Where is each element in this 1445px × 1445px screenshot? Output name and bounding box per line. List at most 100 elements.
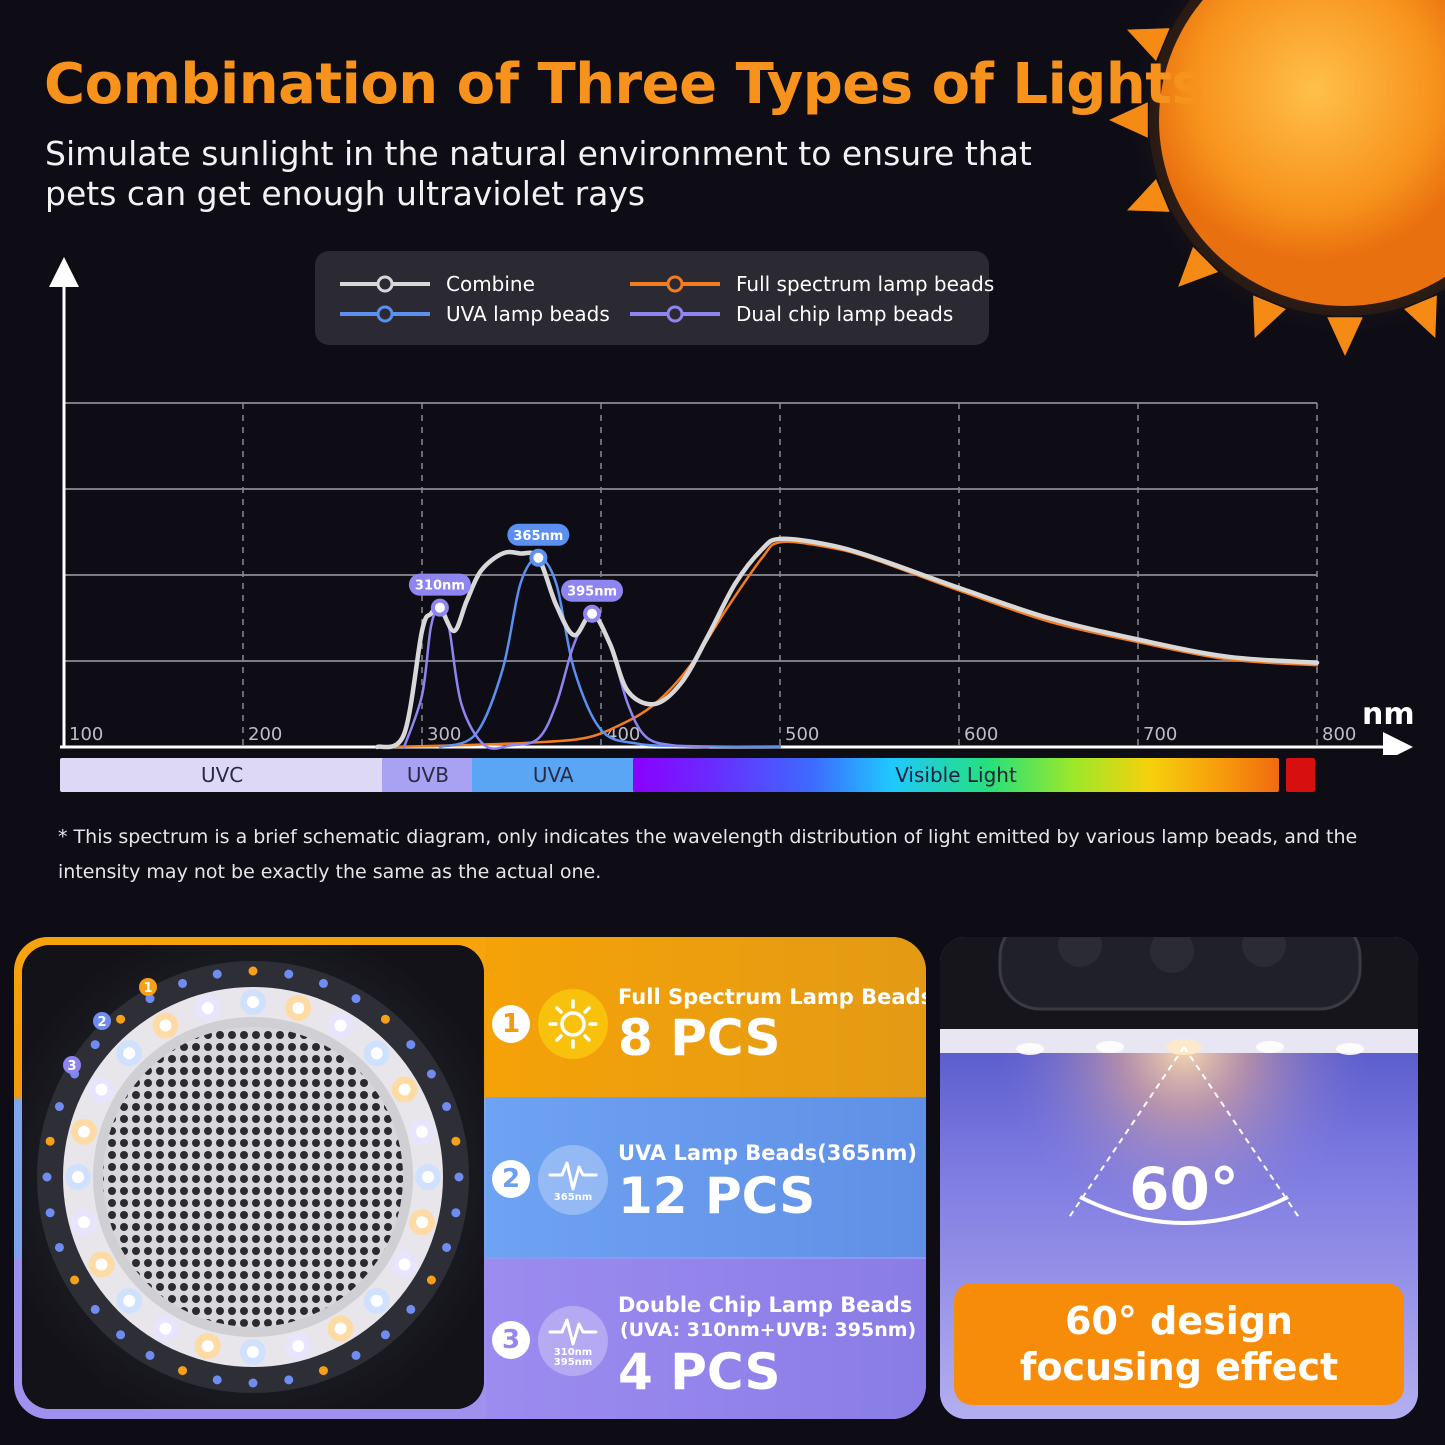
spec-label: Double Chip Lamp Beads xyxy=(618,1293,913,1317)
sun-ray xyxy=(1253,295,1286,339)
ring-led-core xyxy=(416,1125,429,1138)
ring-led-core xyxy=(159,1322,172,1335)
series-line-uva-lamp-beads xyxy=(438,556,782,749)
page-title: Combination of Three Types of Lights xyxy=(44,52,1205,117)
x-tick-label: 700 xyxy=(1143,724,1177,745)
peak-label-pill xyxy=(408,573,471,596)
ring-led-core xyxy=(370,1047,383,1060)
ring-led-core xyxy=(398,1258,411,1271)
peak-label-pill xyxy=(561,579,624,602)
series-line-combine xyxy=(375,536,1320,750)
outer-dot xyxy=(212,969,222,979)
x-tick-label: 200 xyxy=(248,724,282,745)
spectrum-band-bar: UVC UVB UVA Visible Light xyxy=(0,758,1445,798)
ring-led-core xyxy=(292,1001,305,1014)
band-uvb: UVB xyxy=(382,758,474,792)
series-line-full-spectrum-lamp-beads xyxy=(384,540,1319,749)
pulse-icon: 365nm xyxy=(538,1145,608,1215)
ring-led-core xyxy=(77,1125,90,1138)
band-infrared-edge xyxy=(1286,758,1315,792)
spec-number-badge: 1 xyxy=(492,1005,530,1043)
focus-caption-line-1: 60° design xyxy=(1065,1299,1293,1343)
peak-marker xyxy=(583,604,602,623)
ring-led-core xyxy=(201,1340,214,1353)
outer-dot xyxy=(54,1102,64,1112)
spec-count: 12 PCS xyxy=(618,1167,816,1225)
outer-dot xyxy=(90,1304,100,1314)
sun-ray xyxy=(1109,102,1148,138)
sun-ray xyxy=(1404,295,1437,339)
pulse-icon: 310nm 395nm xyxy=(538,1306,608,1376)
beam-angle-label: 60° xyxy=(1129,1155,1239,1223)
spec-label: UVA Lamp Beads(365nm) xyxy=(618,1141,918,1165)
legend-marker xyxy=(666,275,684,293)
ring-led-core xyxy=(77,1216,90,1229)
legend-marker xyxy=(376,275,394,293)
peak-label: 365nm xyxy=(513,529,563,544)
x-tick-label: 300 xyxy=(427,724,461,745)
outer-dot xyxy=(116,1014,126,1024)
outer-dot xyxy=(351,994,361,1004)
outer-dot xyxy=(116,1330,126,1340)
outer-dot xyxy=(318,978,328,988)
chart-footnote: * This spectrum is a brief schematic dia… xyxy=(58,826,1358,883)
peak-label-pill xyxy=(507,523,570,546)
outer-dot xyxy=(145,994,155,1004)
peak-marker xyxy=(529,548,548,567)
ring-led-core xyxy=(247,1346,259,1358)
ring-led-core xyxy=(123,1047,136,1060)
ring-led-core xyxy=(422,1171,434,1183)
lamp-ring-illustration: 1 2 3 xyxy=(22,945,484,1409)
spec-number-badge: 2 xyxy=(492,1160,530,1198)
outer-dot xyxy=(442,1242,452,1252)
ring-led-core xyxy=(370,1294,383,1307)
photo-marker xyxy=(63,1056,81,1074)
outer-dot xyxy=(248,966,258,976)
outer-dot xyxy=(451,1208,461,1218)
outer-dot xyxy=(406,1304,416,1314)
sun-ray xyxy=(1327,317,1363,356)
photo-marker-label: 2 xyxy=(97,1015,106,1030)
outer-dot xyxy=(212,1375,222,1385)
ring-led-core xyxy=(123,1294,136,1307)
outer-dot xyxy=(406,1040,416,1050)
spec-count: 8 PCS xyxy=(618,1009,781,1067)
legend-label: Combine xyxy=(446,272,535,296)
photo-marker xyxy=(93,1012,111,1030)
ring-led-core xyxy=(416,1216,429,1229)
ring-led-core xyxy=(292,1340,305,1353)
outer-dot xyxy=(178,1366,188,1376)
x-tick-label: 100 xyxy=(69,724,103,745)
outer-dot xyxy=(90,1040,100,1050)
ring-led-core xyxy=(334,1322,347,1335)
outer-dot xyxy=(54,1242,64,1252)
outer-dot xyxy=(178,978,188,988)
ring-led-core xyxy=(334,1019,347,1032)
outer-dot xyxy=(45,1136,55,1146)
outer-dot xyxy=(454,1172,464,1182)
x-axis-unit-label: nm xyxy=(1362,697,1415,732)
band-uva: UVA xyxy=(471,758,635,792)
outer-dot xyxy=(451,1136,461,1146)
outer-dot xyxy=(42,1172,52,1182)
x-tick-label: 600 xyxy=(964,724,998,745)
icon-wavelength-text: 310nm xyxy=(553,1347,593,1358)
x-tick-label: 800 xyxy=(1322,724,1356,745)
outer-dot xyxy=(351,1350,361,1360)
legend-marker xyxy=(666,305,684,323)
sun-ray xyxy=(1126,179,1170,212)
peak-label: 395nm xyxy=(567,585,617,600)
icon-wavelength-text: 365nm xyxy=(553,1192,593,1203)
ring-led-core xyxy=(201,1001,214,1014)
outer-dot xyxy=(145,1350,155,1360)
page-subtitle: Simulate sunlight in the natural environ… xyxy=(45,134,1032,213)
ring-led-core xyxy=(95,1083,108,1096)
photo-marker xyxy=(139,978,157,996)
photo-marker-label: 3 xyxy=(67,1059,76,1074)
ring-led-core xyxy=(247,996,259,1008)
spec-number-badge: 3 xyxy=(492,1321,530,1359)
outer-dot xyxy=(426,1275,436,1285)
outer-dot xyxy=(426,1069,436,1079)
legend-marker xyxy=(376,305,394,323)
outer-dot xyxy=(45,1208,55,1218)
